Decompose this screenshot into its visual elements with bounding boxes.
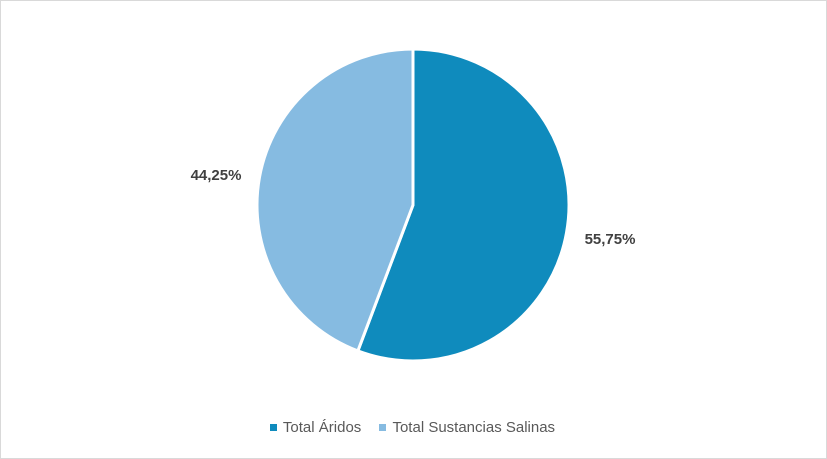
legend-swatch-total-sustancias-salinas [379,424,387,431]
pie-slice-total-sustancias-salinas [255,47,415,353]
legend-label-total-sustancias-salinas: Total Sustancias Salinas [392,419,556,436]
legend-label-total-aridos: Total Áridos [282,419,362,436]
legend-item-total-aridos: Total Áridos [269,419,362,436]
data-label-total-aridos: 55,75% [585,231,636,248]
data-label-total-sustancias-salinas: 44,25% [191,167,242,184]
chart-legend: Total Áridos Total Sustancias Salinas [0,418,825,436]
legend-item-total-sustancias-salinas: Total Sustancias Salinas [379,419,555,436]
pie-slice-total-aridos [356,47,571,363]
legend-swatch-total-aridos [269,424,277,431]
